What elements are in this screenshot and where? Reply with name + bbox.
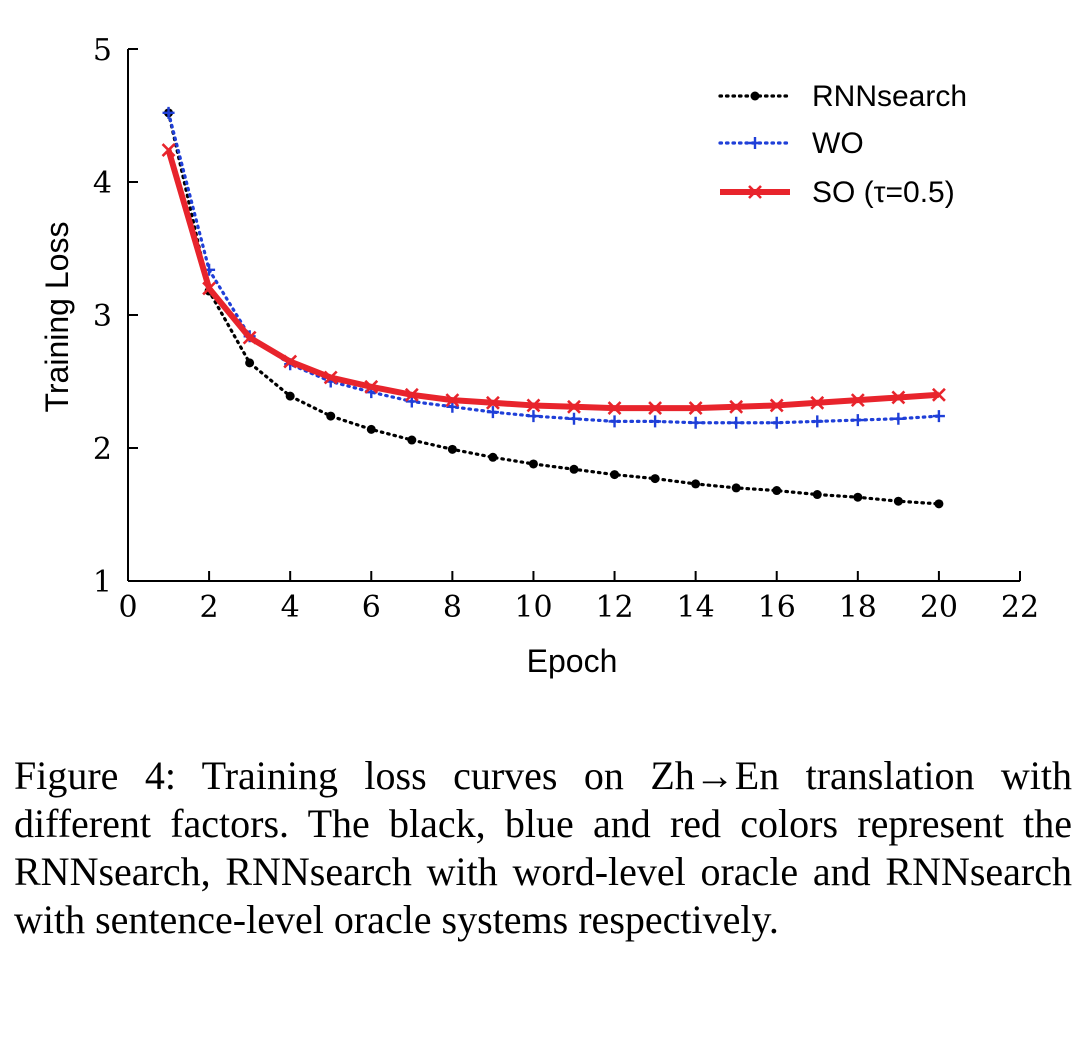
legend-label: RNNsearch <box>812 80 967 113</box>
legend: RNNsearch WO SO (τ=0.5) <box>718 80 967 209</box>
data-point <box>812 490 822 500</box>
x-tick-label: 10 <box>514 590 552 625</box>
data-point <box>366 424 376 434</box>
data-point <box>407 435 417 445</box>
data-point <box>486 406 499 419</box>
data-point <box>488 452 498 462</box>
x-tick-label: 8 <box>443 590 462 625</box>
data-point <box>893 496 903 506</box>
y-tick-label: 1 <box>93 565 112 600</box>
data-point <box>650 474 660 484</box>
data-point <box>326 411 336 421</box>
data-point <box>853 492 863 502</box>
legend-marker <box>750 91 760 101</box>
data-point <box>891 390 906 405</box>
data-point <box>892 412 905 425</box>
data-point <box>608 415 621 428</box>
data-point <box>404 387 419 402</box>
series-1 <box>164 108 944 509</box>
series-layer <box>161 106 946 509</box>
data-point <box>568 412 580 425</box>
legend-marker <box>749 137 761 149</box>
data-point <box>691 479 701 489</box>
data-point <box>649 415 662 428</box>
legend-entry: RNNsearch <box>718 80 967 113</box>
x-axis-title: Epoch <box>527 643 618 679</box>
data-point <box>283 354 298 369</box>
x-tick-label: 14 <box>677 590 715 625</box>
data-point <box>364 379 379 394</box>
data-point <box>323 370 338 385</box>
data-point <box>162 106 175 119</box>
legend-label: SO (τ=0.5) <box>812 176 955 209</box>
data-point <box>569 464 579 474</box>
data-point <box>934 499 944 509</box>
data-point <box>445 393 460 408</box>
data-point <box>850 393 865 408</box>
data-point <box>527 410 540 423</box>
data-point <box>245 358 255 368</box>
figure-caption: Figure 4: Training loss curves on Zh→En … <box>14 753 1072 942</box>
data-point <box>607 401 622 416</box>
series-line <box>166 111 941 425</box>
y-tick-label: 3 <box>93 299 112 334</box>
data-point <box>932 410 945 423</box>
data-point <box>689 416 702 429</box>
legend-entry: WO <box>718 127 864 160</box>
series-line <box>166 111 941 506</box>
legend-marker <box>748 185 762 199</box>
data-point <box>730 416 743 429</box>
x-tick-label: 2 <box>200 590 219 625</box>
data-point <box>485 395 500 410</box>
data-point <box>528 459 538 469</box>
data-point <box>648 401 663 416</box>
data-point <box>447 444 457 454</box>
data-point <box>811 415 824 428</box>
data-point <box>731 483 741 493</box>
series-3 <box>161 143 946 416</box>
data-point <box>161 143 176 157</box>
y-tick-label: 4 <box>93 166 112 201</box>
data-point <box>931 387 946 402</box>
data-point <box>810 395 825 410</box>
data-point <box>526 398 541 413</box>
x-tick-label: 6 <box>362 590 381 625</box>
data-point <box>772 486 782 496</box>
data-point <box>610 470 620 480</box>
x-tick-label: 18 <box>839 590 877 625</box>
data-point <box>242 330 257 345</box>
series-line <box>165 149 940 412</box>
x-tick-label: 0 <box>118 590 137 625</box>
legend-entry: SO (τ=0.5) <box>720 176 955 209</box>
data-point <box>769 398 784 413</box>
x-tick-label: 22 <box>1001 590 1039 625</box>
data-point <box>285 391 295 401</box>
data-point <box>851 414 864 427</box>
data-point <box>770 416 783 429</box>
data-point <box>729 399 744 414</box>
x-tick-label: 20 <box>920 590 958 625</box>
y-tick-label: 2 <box>93 432 112 467</box>
legend-label: WO <box>812 127 864 160</box>
x-tick-label: 12 <box>595 590 633 625</box>
x-tick-label: 4 <box>281 590 300 625</box>
y-tick-label: 5 <box>93 33 112 68</box>
y-axis-title: Training Loss <box>39 222 75 413</box>
data-point <box>567 399 581 414</box>
data-point <box>688 401 703 416</box>
data-point <box>202 281 217 296</box>
x-tick-label: 16 <box>758 590 796 625</box>
